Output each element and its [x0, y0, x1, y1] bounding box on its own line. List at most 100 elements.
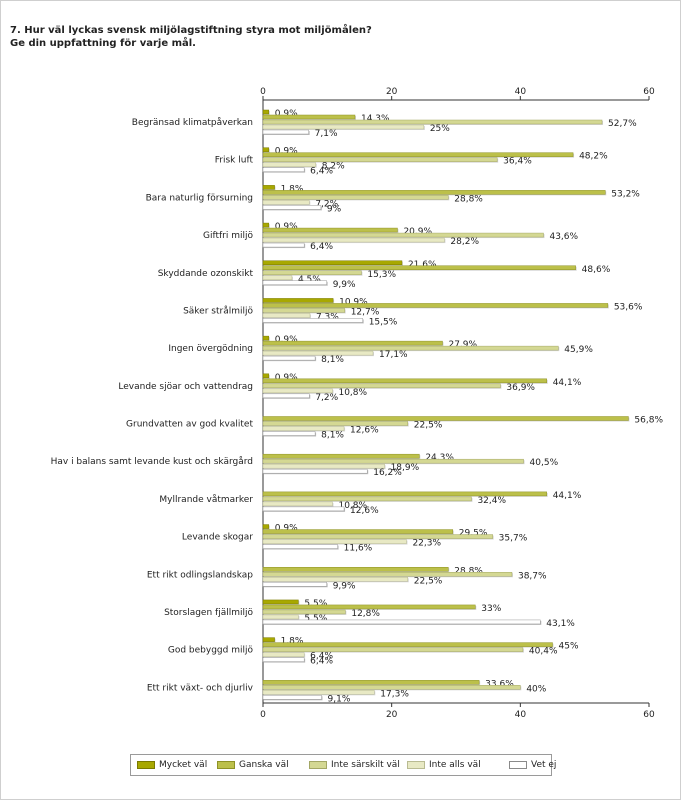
- bar: [262, 298, 334, 303]
- bottom-tick-label: 20: [386, 710, 398, 720]
- value-label: 28,8%: [454, 194, 483, 204]
- value-label: 15,3%: [367, 270, 396, 280]
- bar: [262, 195, 449, 200]
- bar: [262, 335, 270, 341]
- bar: [262, 491, 547, 497]
- bar: [262, 572, 513, 577]
- bar: [262, 506, 345, 512]
- bottom-tick-label: 40: [515, 710, 527, 720]
- bar: [262, 458, 524, 464]
- bar: [262, 124, 425, 130]
- category-label: Ingen övergödning: [168, 344, 253, 354]
- value-label: 11,6%: [344, 544, 373, 554]
- category-label: Storslagen fjällmiljö: [164, 608, 253, 618]
- legend: Mycket väl Ganska väl Inte särskilt väl Int…: [130, 754, 556, 776]
- bar: [262, 232, 544, 238]
- bar: [262, 657, 305, 662]
- bar: [262, 647, 524, 652]
- value-label: 9%: [327, 204, 342, 214]
- value-label: 6,4%: [310, 242, 333, 252]
- value-label: 43,6%: [549, 232, 578, 242]
- legend-label: Vet ej: [531, 760, 557, 770]
- bar: [262, 119, 603, 125]
- category-label: Skyddande ozonskikt: [158, 269, 254, 279]
- value-label: 28,8%: [454, 566, 483, 576]
- category-label: Myllrande våtmarker: [159, 494, 253, 505]
- value-label: 10,9%: [339, 297, 368, 307]
- bar: [262, 501, 333, 507]
- value-label: 44,1%: [553, 378, 582, 388]
- bar: [262, 463, 385, 469]
- bar: [262, 162, 317, 167]
- top-tick-label: 20: [386, 87, 398, 97]
- value-label: 8,1%: [321, 431, 344, 441]
- legend-label: Ganska väl: [239, 760, 289, 770]
- value-label: 22,3%: [412, 539, 441, 549]
- value-label: 7,2%: [315, 393, 338, 403]
- category-label: Bara naturlig försurning: [146, 193, 253, 203]
- bar: [262, 350, 374, 356]
- legend-label: Inte särskilt väl: [331, 760, 400, 770]
- bar: [262, 539, 407, 544]
- bar: [262, 468, 368, 474]
- value-label: 0,9%: [275, 109, 298, 119]
- value-label: 53,2%: [611, 189, 640, 199]
- category-label: Ett rikt odlingslandskap: [147, 570, 253, 580]
- bar: [262, 496, 472, 502]
- value-label: 8,1%: [321, 355, 344, 365]
- category-label: Levande sjöar och vattendrag: [118, 382, 253, 392]
- value-label: 17,1%: [379, 350, 408, 360]
- top-tick-label: 60: [643, 87, 655, 97]
- value-label: 43,1%: [546, 619, 575, 629]
- bar: [262, 421, 408, 426]
- bar: [262, 345, 559, 351]
- bar: [262, 157, 498, 162]
- legend-item: Mycket väl: [137, 755, 207, 775]
- value-label: 17,3%: [380, 689, 409, 699]
- value-label: 22,5%: [414, 421, 443, 431]
- category-label: Frisk luft: [215, 156, 254, 166]
- legend-item: Ganska väl: [217, 755, 289, 775]
- value-label: 7,3%: [316, 312, 339, 322]
- bar: [262, 313, 311, 318]
- bar: [262, 642, 553, 647]
- bar: [262, 373, 270, 379]
- category-label: Ett rikt växt- och djurliv: [147, 683, 254, 693]
- bar: [262, 340, 443, 346]
- bar: [262, 614, 299, 620]
- bar: [262, 577, 408, 582]
- legend-item: Inte särskilt väl: [309, 755, 400, 775]
- bar: [262, 544, 338, 549]
- value-label: 15,5%: [369, 317, 398, 327]
- bar: [262, 695, 322, 700]
- value-label: 0,9%: [275, 373, 298, 383]
- legend-item: Vet ej: [509, 755, 556, 775]
- value-label: 12,7%: [351, 307, 380, 317]
- value-label: 24,3%: [425, 453, 454, 463]
- value-label: 0,9%: [275, 222, 298, 232]
- value-label: 45,9%: [564, 345, 593, 355]
- bar: [262, 652, 305, 657]
- value-label: 14,3%: [361, 114, 390, 124]
- value-label: 40,4%: [529, 647, 558, 657]
- value-label: 12,6%: [350, 506, 379, 516]
- bottom-tick-label: 60: [643, 710, 655, 720]
- legend-label: Inte alls väl: [429, 760, 481, 770]
- value-label: 40,5%: [530, 458, 559, 468]
- value-label: 27,9%: [448, 340, 477, 350]
- category-label: Levande skogar: [182, 533, 253, 543]
- value-label: 56,8%: [634, 416, 663, 426]
- value-label: 6,4%: [310, 657, 333, 667]
- bar: [262, 185, 275, 190]
- value-label: 7,2%: [315, 199, 338, 209]
- value-label: 48,2%: [579, 152, 608, 162]
- bar: [262, 237, 445, 243]
- category-label: Giftfri miljö: [203, 231, 254, 241]
- value-label: 29,5%: [459, 529, 488, 539]
- bar: [262, 303, 609, 308]
- bar: [262, 355, 316, 361]
- category-label: Grundvatten av god kvalitet: [126, 420, 253, 430]
- bar: [262, 619, 541, 625]
- value-label: 28,2%: [450, 237, 479, 247]
